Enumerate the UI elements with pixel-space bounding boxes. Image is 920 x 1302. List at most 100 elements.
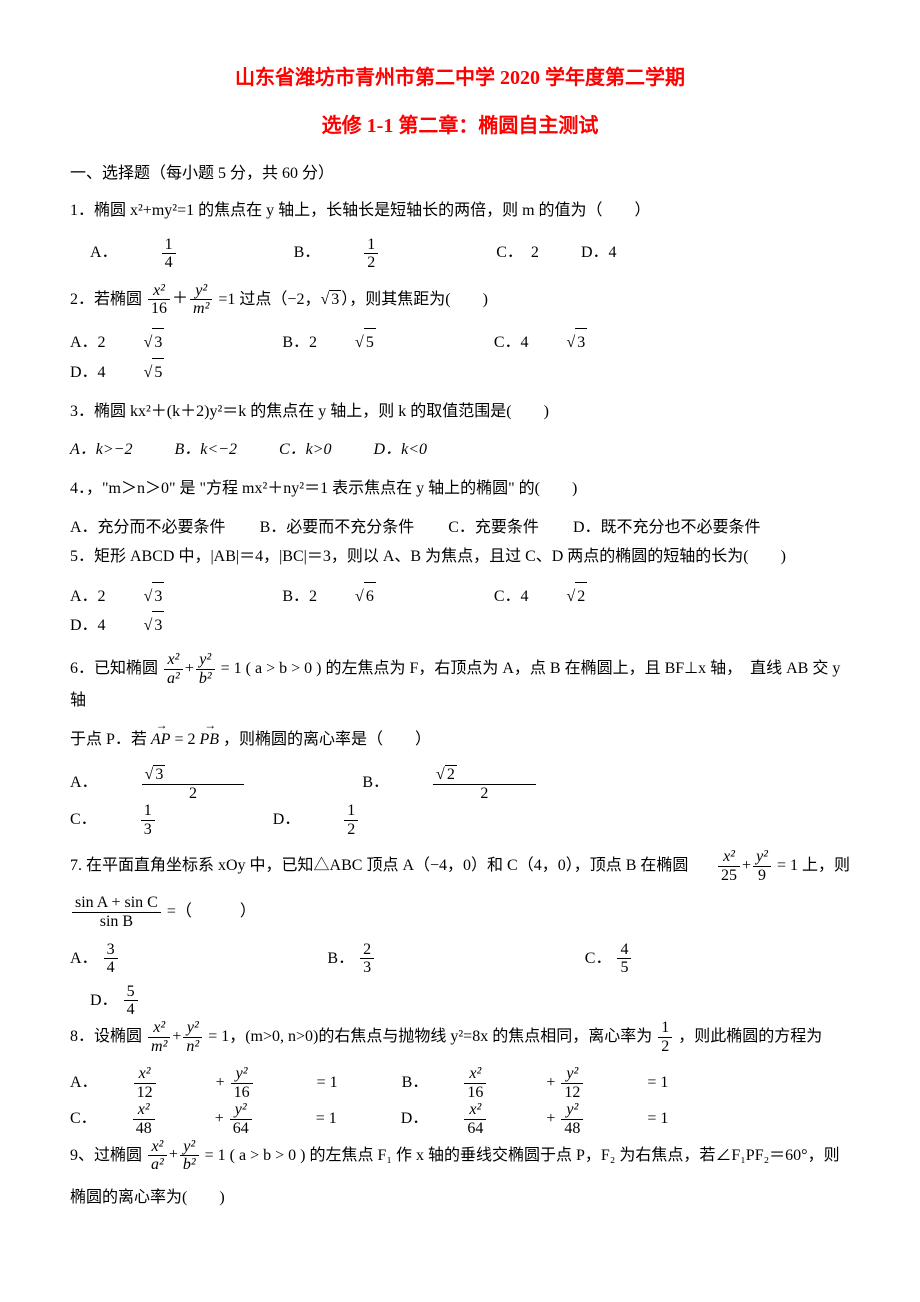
q9-mid: = 1 ( a > b > 0 ) 的左焦点 F₁ 作 x 轴的垂线交椭圆于点 … xyxy=(205,1146,840,1163)
q8-c-d1: 48 xyxy=(133,1120,155,1138)
question-7-options: A． 34 B． 23 C． 45 D． 54 xyxy=(70,941,850,1019)
q7-d-num: 5 xyxy=(124,983,138,1002)
q8-b-d1: 16 xyxy=(464,1084,486,1102)
q8-c-n2: y² xyxy=(230,1101,252,1120)
q6-d-den: 2 xyxy=(344,821,358,839)
q2-mid: =1 过点（−2， xyxy=(218,291,320,308)
q8-d-n2: y² xyxy=(561,1101,583,1120)
q8-post: ，则此椭圆的方程为 xyxy=(678,1028,822,1045)
q8-mid: = 1，(m>0, n>0)的右焦点与抛物线 y²=8x 的焦点相同，离心率为 xyxy=(208,1028,652,1045)
question-8-stem: 8．设椭圆 x²m² + y²n² = 1，(m>0, n>0)的右焦点与抛物线… xyxy=(70,1019,850,1055)
question-2-stem: 2．若椭圆 x²16 ＋ y²m² =1 过点（−2，3），则其焦距为( ) xyxy=(70,282,850,318)
q7-d1: 25 xyxy=(718,867,740,885)
q7-d-den: 4 xyxy=(124,1001,138,1019)
q8-eden: 2 xyxy=(658,1038,672,1056)
q8-b-n1: x² xyxy=(464,1065,486,1084)
q6-d-pre: D． xyxy=(273,806,301,835)
question-6-options: A． 32 B． 22 C． 13 D． 12 xyxy=(70,765,850,838)
q7-b-num: 2 xyxy=(360,941,374,960)
question-5-stem: 5．矩形 ABCD 中，|AB|＝4，|BC|＝3，则以 A、B 为焦点，且过 … xyxy=(70,543,850,572)
q8-a-d1: 12 xyxy=(134,1084,156,1102)
q6-c-den: 3 xyxy=(141,821,155,839)
q1-b-den: 2 xyxy=(364,254,378,272)
q5-a-pre: A．2 xyxy=(70,583,106,612)
q6-vec2: PB xyxy=(199,726,219,755)
q7-pre: 7. 在平面直角坐标系 xOy 中，已知△ABC 顶点 A（−4，0）和 C（4… xyxy=(70,857,688,874)
q2-d-pre: D．4 xyxy=(70,359,106,388)
q8-d2: n² xyxy=(183,1038,202,1056)
q7-n2: y² xyxy=(753,848,771,867)
q1-a-den: 4 xyxy=(162,254,176,272)
q4-b: B．必要而不充分条件 xyxy=(260,514,415,543)
question-9-line2: 椭圆的离心率为( ) xyxy=(70,1184,850,1213)
q6-b-numrad: 2 xyxy=(445,765,457,784)
q6-pre: 6．已知椭圆 xyxy=(70,660,158,677)
q8-a-pre: A． xyxy=(70,1069,98,1098)
q9-n1: x² xyxy=(148,1138,167,1157)
q5-c-rad: 2 xyxy=(575,582,587,612)
q7-d2: 9 xyxy=(753,867,771,885)
q7-c-den: 5 xyxy=(617,959,631,977)
q8-d-post: = 1 xyxy=(647,1105,668,1134)
q5-d-rad: 3 xyxy=(152,611,164,641)
q2-n1: x² xyxy=(148,282,170,301)
section-heading: 一、选择题（每小题 5 分，共 60 分） xyxy=(70,160,850,189)
question-8-options: A． x²12+ y²16 = 1 B． x²16+ y²12 = 1 C． x… xyxy=(70,1065,850,1137)
q7-a-num: 3 xyxy=(104,941,118,960)
title-sub: 选修 1-1 第二章：椭圆自主测试 xyxy=(70,108,850,144)
q7-b-pre: B． xyxy=(327,949,354,966)
q8-c-n1: x² xyxy=(133,1101,155,1120)
q2-d2: m² xyxy=(190,300,212,318)
q3-a: A．k>−2 xyxy=(70,436,132,465)
q8-b-d2: 12 xyxy=(561,1084,583,1102)
q6-c-pre: C． xyxy=(70,806,97,835)
q6-n1: x² xyxy=(164,651,183,670)
question-9-line1: 9、过椭圆 x²a² + y²b² = 1 ( a > b > 0 ) 的左焦点… xyxy=(70,1138,850,1174)
q8-a-d2: 16 xyxy=(231,1084,253,1102)
q8-n1: x² xyxy=(148,1019,170,1038)
q1-a-num: 1 xyxy=(162,236,176,255)
q6-b-pre: B． xyxy=(362,769,389,798)
q5-d-pre: D．4 xyxy=(70,612,106,641)
q8-enum: 1 xyxy=(658,1019,672,1038)
q7-c-num: 4 xyxy=(617,941,631,960)
q1-opt-a-pre: A． xyxy=(90,239,118,268)
q2-n2: y² xyxy=(190,282,212,301)
q8-a-post: = 1 xyxy=(317,1069,338,1098)
q2-c-rad: 3 xyxy=(575,328,587,358)
q8-d-n1: x² xyxy=(464,1101,486,1120)
question-4-options: A．充分而不必要条件 B．必要而不充分条件 C．充要条件 D．既不充分也不必要条… xyxy=(70,514,850,543)
q8-d-pre: D． xyxy=(401,1105,429,1134)
q6-l2pre: 于点 P．若 xyxy=(70,731,147,748)
q6-n2: y² xyxy=(196,651,215,670)
q1-opt-d: D．4 xyxy=(581,239,617,268)
question-3-options: A．k>−2 B．k<−2 C．k>0 D．k<0 xyxy=(70,436,850,465)
q2-b-pre: B．2 xyxy=(282,329,317,358)
q9-pre: 9、过椭圆 xyxy=(70,1146,142,1163)
q8-d-d1: 64 xyxy=(464,1120,486,1138)
title-main: 山东省潍坊市青州市第二中学 2020 学年度第二学期 xyxy=(70,60,850,96)
q8-d-d2: 48 xyxy=(561,1120,583,1138)
q7-a-pre: A． xyxy=(70,949,98,966)
q1-opt-c: C． 2 xyxy=(496,239,539,268)
q5-b-pre: B．2 xyxy=(282,583,317,612)
q4-d: D．既不充分也不必要条件 xyxy=(573,514,761,543)
q8-n2: y² xyxy=(183,1019,202,1038)
q8-b-n2: y² xyxy=(561,1065,583,1084)
q8-c-pre: C． xyxy=(70,1105,97,1134)
q2-c-pre: C．4 xyxy=(494,329,529,358)
q1-b-num: 1 xyxy=(364,236,378,255)
question-1-options: A． 14 B． 12 C． 2 D．4 xyxy=(70,236,850,272)
q7-a-den: 4 xyxy=(104,959,118,977)
q9-n2: y² xyxy=(180,1138,199,1157)
question-2-options: A．23 B．25 C．43 D．45 xyxy=(70,328,850,388)
q7-fden: sin B xyxy=(72,913,161,931)
q2-a-pre: A．2 xyxy=(70,329,106,358)
q8-d1: m² xyxy=(148,1038,170,1056)
q2-post: ），则其焦距为( ) xyxy=(341,291,488,308)
q6-c-num: 1 xyxy=(141,802,155,821)
question-4-stem: 4．，"m＞n＞0" 是 "方程 mx²＋ny²＝1 表示焦点在 y 轴上的椭圆… xyxy=(70,475,850,504)
q7-c-pre: C． xyxy=(585,949,612,966)
q8-b-pre: B． xyxy=(402,1069,429,1098)
question-6-line1: 6．已知椭圆 x²a² + y²b² = 1 ( a > b > 0 ) 的左焦… xyxy=(70,651,850,716)
